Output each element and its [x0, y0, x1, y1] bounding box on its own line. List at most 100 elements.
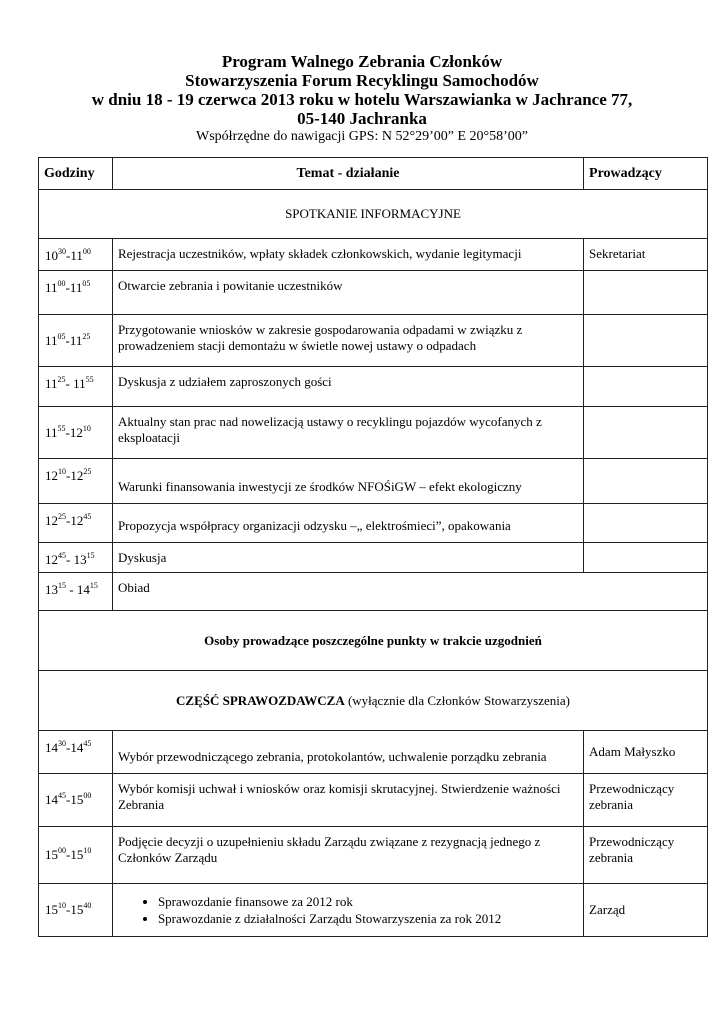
start-hour: 15: [45, 847, 58, 862]
start-minute: 55: [57, 423, 66, 433]
table-row: 1430-1445 Wybór przewodniczącego zebrania…: [38, 730, 708, 774]
section-informational: SPOTKANIE INFORMACYJNE: [38, 189, 708, 239]
start-minute: 45: [58, 791, 66, 800]
lead-cell: [583, 503, 708, 543]
end-minute: 45: [83, 512, 92, 521]
section-report-note: (wyłącznie dla Członków Stowarzyszenia): [344, 692, 570, 708]
time-cell: 1430-1445: [38, 730, 113, 774]
time-cell: 1315 - 1415: [38, 572, 113, 611]
end-minute: 10: [82, 423, 91, 433]
section-report-title: CZĘŚĆ SPRAWOZDAWCZA: [176, 692, 345, 708]
doc-title-line2: Stowarzyszenia Forum Recyklingu Samochod…: [185, 71, 539, 90]
lead-cell: [583, 314, 708, 367]
time-cell: 1105-1125: [38, 314, 113, 367]
start-minute: 25: [57, 375, 66, 384]
note-row: Osoby prowadzące poszczególne punkty w t…: [38, 610, 708, 671]
end-minute: 10: [83, 846, 92, 855]
topic-cell: Warunki finansowania inwestycji ze środk…: [111, 458, 585, 504]
topic-cell: Sprawozdanie finansowe za 2012 rokSprawo…: [111, 883, 585, 937]
start-hour: 11: [45, 280, 58, 295]
end-minute: 40: [83, 901, 92, 910]
lead-cell: Zarząd: [583, 883, 708, 937]
start-minute: 30: [58, 247, 66, 256]
end-hour: 12: [70, 513, 84, 528]
doc-title-line4: 05-140 Jachranka: [297, 109, 427, 128]
topic-cell: Dyskusja: [111, 542, 585, 573]
start-minute: 10: [58, 467, 66, 476]
start-hour: 12: [45, 513, 58, 528]
start-minute: 15: [58, 581, 66, 590]
start-minute: 45: [58, 551, 66, 560]
end-hour: 15: [70, 792, 84, 807]
end-minute: 15: [86, 551, 95, 560]
header-topic: Temat - działanie: [111, 157, 585, 190]
time-separator: -: [65, 332, 70, 348]
start-hour: 10: [45, 248, 58, 263]
start-hour: 14: [45, 740, 58, 755]
lead-cell: [583, 458, 708, 504]
end-minute: 25: [83, 467, 92, 476]
lead-cell: [583, 366, 708, 407]
time-separator: -: [66, 513, 71, 528]
end-hour: 12: [70, 468, 84, 483]
topic-cell: Dyskusja z udziałem zaproszonych gości: [111, 366, 585, 407]
end-minute: 55: [85, 375, 94, 384]
table-row: 1155-1210 Aktualny stan prac nad noweliza…: [38, 406, 708, 459]
start-minute: 00: [57, 279, 66, 288]
table-row: 1500-1510 Podjęcie decyzji o uzupełnieniu…: [38, 826, 708, 884]
end-hour: 15: [70, 847, 84, 862]
start-hour: 11: [45, 424, 58, 440]
topic-cell: Propozycja współpracy organizacji odzysk…: [111, 503, 585, 543]
bullet-item: Sprawozdanie z działalności Zarządu Stow…: [158, 910, 578, 927]
header-hours: Godziny: [38, 157, 113, 190]
doc-title-line3: w dniu 18 - 19 czerwca 2013 roku w hotel…: [91, 90, 633, 109]
time-cell: 1445-1500: [38, 773, 113, 827]
start-hour: 14: [45, 792, 58, 807]
start-minute: 00: [58, 846, 66, 855]
time-cell: 1100-1105: [38, 270, 113, 315]
end-minute: 00: [83, 791, 92, 800]
time-cell: 1125- 1155: [38, 366, 113, 407]
topic-cell: Wybór przewodniczącego zebrania, protoko…: [111, 730, 585, 774]
header-lead: Prowadzący: [583, 157, 708, 190]
start-minute: 05: [57, 331, 66, 341]
table-row: 1445-1500 Wybór komisji uchwał i wniosków…: [38, 773, 708, 827]
end-minute: 15: [89, 581, 98, 590]
time-cell: 1030-1100: [38, 238, 113, 271]
time-cell: 1225-1245: [38, 503, 113, 543]
time-cell: 1245- 1315: [38, 542, 113, 573]
table-row: 1125- 1155 Dyskusja z udziałem zaproszony…: [38, 366, 708, 407]
start-hour: 13: [45, 582, 58, 597]
time-cell: 1155-1210: [38, 406, 113, 459]
topic-cell: Rejestracja uczestników, wpłaty składek …: [111, 238, 585, 271]
section-report: CZĘŚĆ SPRAWOZDAWCZA (wyłącznie dla Człon…: [38, 670, 708, 731]
gps-coordinates: Współrzędne do nawigacji GPS: N 52°29’00…: [196, 129, 528, 144]
end-hour: 14: [76, 582, 90, 597]
lead-cell: Adam Małyszko: [583, 730, 708, 774]
lead-cell: [583, 406, 708, 459]
time-cell: 1510-1540: [38, 883, 113, 937]
table-header-row: Godziny Temat - działanie Prowadzący: [38, 157, 708, 190]
start-minute: 25: [58, 512, 66, 521]
start-hour: 11: [45, 376, 58, 391]
time-separator: -: [65, 280, 70, 295]
time-separator: -: [66, 847, 71, 862]
table-row: 1245- 1315 Dyskusja: [38, 542, 708, 573]
lead-cell: [583, 542, 708, 573]
end-minute: 00: [82, 247, 91, 256]
start-hour: 12: [45, 468, 58, 483]
time-separator: -: [66, 552, 74, 567]
table-row: 1030-1100 Rejestracja uczestników, wpłaty…: [38, 238, 708, 271]
topic-cell: Obiad: [111, 572, 709, 611]
table-row: 1510-1540Sprawozdanie finansowe za 2012 …: [38, 883, 708, 937]
lead-cell: Sekretariat: [583, 238, 708, 271]
note-text: Osoby prowadzące poszczególne punkty w t…: [38, 610, 708, 671]
time-cell: 1210-1225: [38, 458, 113, 504]
end-hour: 11: [73, 376, 86, 391]
doc-title-line1: Program Walnego Zebrania Członków: [221, 52, 503, 71]
table-row: 1105-1125 Przygotowanie wniosków w zakres…: [38, 314, 708, 367]
end-hour: 11: [70, 248, 83, 263]
bullet-list: Sprawozdanie finansowe za 2012 rokSprawo…: [118, 893, 578, 927]
time-separator: -: [66, 248, 71, 263]
start-hour: 11: [45, 332, 58, 348]
